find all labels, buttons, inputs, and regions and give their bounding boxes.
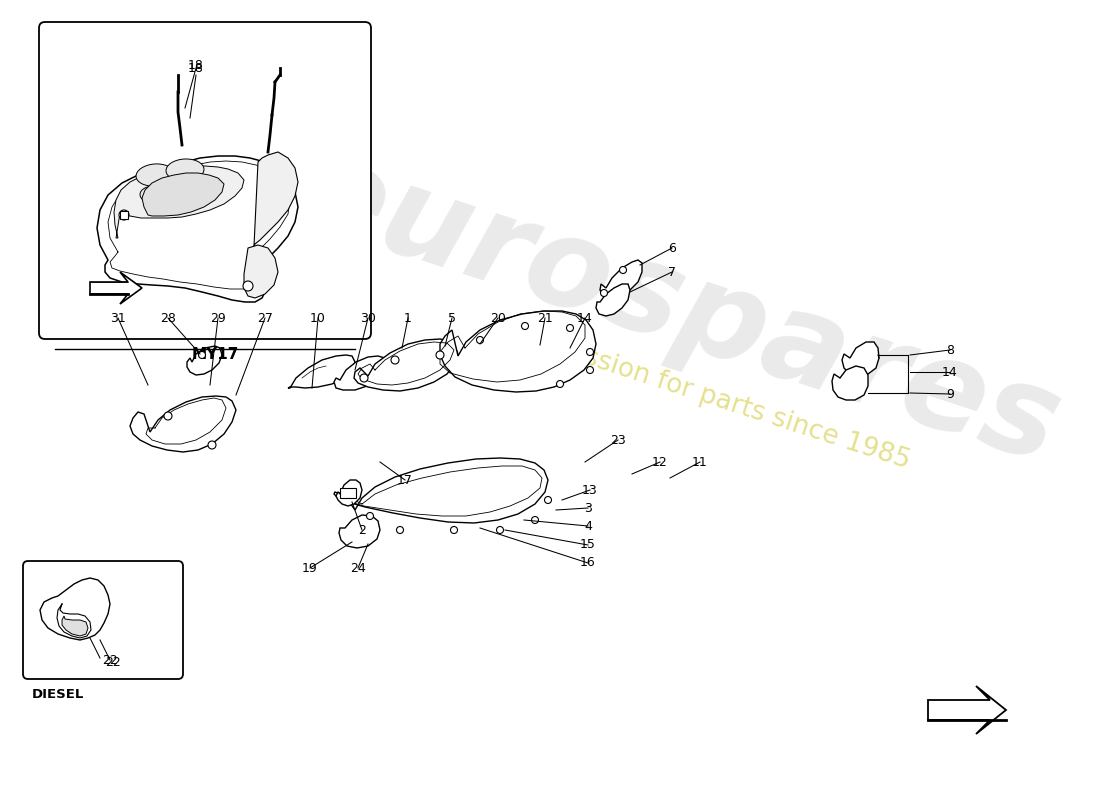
- Circle shape: [360, 374, 368, 382]
- Text: 18: 18: [188, 59, 204, 72]
- Text: DIESEL: DIESEL: [32, 688, 85, 701]
- Polygon shape: [130, 396, 236, 452]
- Polygon shape: [596, 284, 630, 316]
- Circle shape: [436, 351, 444, 359]
- Circle shape: [544, 497, 551, 503]
- Circle shape: [476, 337, 484, 343]
- Text: 31: 31: [110, 311, 125, 325]
- Text: 4: 4: [584, 519, 592, 533]
- Circle shape: [164, 412, 172, 420]
- Text: 20: 20: [491, 311, 506, 325]
- Text: 29: 29: [210, 311, 225, 325]
- Circle shape: [198, 351, 206, 358]
- Text: 13: 13: [582, 483, 598, 497]
- Circle shape: [119, 210, 129, 220]
- Polygon shape: [440, 311, 596, 392]
- Polygon shape: [334, 458, 548, 523]
- Text: MY17: MY17: [191, 347, 239, 362]
- Polygon shape: [832, 366, 868, 400]
- Polygon shape: [244, 245, 278, 298]
- Ellipse shape: [140, 186, 170, 204]
- Bar: [340, 488, 356, 498]
- Text: 12: 12: [652, 455, 668, 469]
- Text: 3: 3: [584, 502, 592, 514]
- Polygon shape: [62, 616, 88, 636]
- Text: 23: 23: [610, 434, 626, 446]
- Ellipse shape: [136, 164, 174, 186]
- Circle shape: [521, 322, 528, 330]
- Text: 10: 10: [310, 311, 326, 325]
- Text: 27: 27: [257, 311, 273, 325]
- Polygon shape: [600, 260, 642, 297]
- FancyBboxPatch shape: [39, 22, 371, 339]
- Polygon shape: [114, 166, 244, 238]
- Text: 8: 8: [946, 343, 954, 357]
- Circle shape: [619, 266, 627, 274]
- Polygon shape: [90, 272, 142, 304]
- Circle shape: [496, 526, 504, 534]
- Polygon shape: [354, 339, 458, 391]
- Polygon shape: [334, 356, 388, 390]
- Polygon shape: [40, 578, 110, 640]
- Text: 19: 19: [302, 562, 318, 574]
- Polygon shape: [842, 342, 879, 376]
- Text: 6: 6: [668, 242, 675, 254]
- Text: 11: 11: [692, 455, 708, 469]
- Circle shape: [396, 526, 404, 534]
- Text: 1: 1: [404, 311, 411, 325]
- Text: a passion for parts since 1985: a passion for parts since 1985: [526, 326, 914, 474]
- Circle shape: [586, 349, 594, 355]
- Polygon shape: [336, 480, 362, 506]
- Bar: [120, 211, 128, 219]
- Text: 16: 16: [580, 557, 596, 570]
- Ellipse shape: [166, 159, 204, 181]
- Text: 24: 24: [350, 562, 366, 574]
- Circle shape: [208, 441, 216, 449]
- Circle shape: [243, 281, 253, 291]
- Text: 15: 15: [580, 538, 596, 551]
- Polygon shape: [288, 355, 355, 388]
- Circle shape: [451, 526, 458, 534]
- Circle shape: [390, 356, 399, 364]
- Text: 21: 21: [537, 311, 553, 325]
- Text: 22: 22: [102, 654, 118, 666]
- Text: 28: 28: [161, 311, 176, 325]
- Text: 14: 14: [578, 311, 593, 325]
- Text: 30: 30: [360, 311, 376, 325]
- Polygon shape: [928, 686, 1006, 734]
- Circle shape: [566, 325, 573, 331]
- Text: 18: 18: [188, 62, 204, 74]
- Text: 17: 17: [397, 474, 412, 486]
- Text: eurospares: eurospares: [286, 130, 1075, 490]
- Circle shape: [531, 517, 539, 523]
- Circle shape: [366, 513, 374, 519]
- Text: 9: 9: [946, 387, 954, 401]
- Circle shape: [557, 381, 563, 387]
- Polygon shape: [142, 173, 224, 216]
- Text: 5: 5: [448, 311, 456, 325]
- Circle shape: [586, 366, 594, 374]
- Polygon shape: [254, 152, 298, 246]
- Text: 22: 22: [104, 655, 121, 669]
- Polygon shape: [187, 346, 222, 375]
- Polygon shape: [339, 515, 380, 548]
- Text: 14: 14: [942, 366, 958, 378]
- Circle shape: [601, 290, 607, 297]
- FancyBboxPatch shape: [23, 561, 183, 679]
- Polygon shape: [97, 156, 298, 302]
- Text: 7: 7: [668, 266, 676, 278]
- Text: 2: 2: [359, 523, 366, 537]
